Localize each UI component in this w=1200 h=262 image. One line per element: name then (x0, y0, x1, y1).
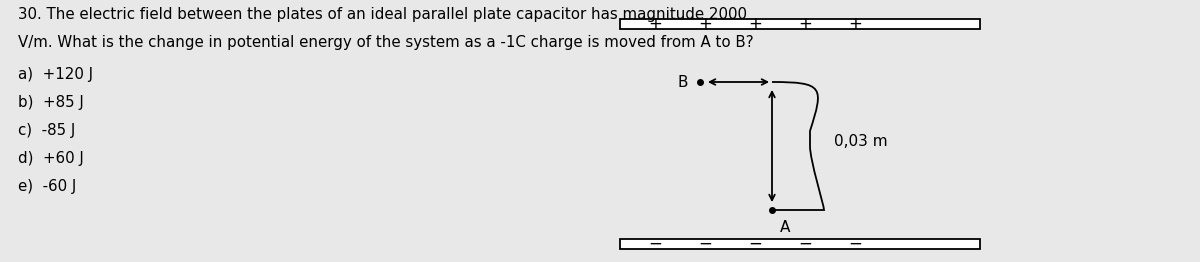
Text: B: B (678, 74, 688, 90)
Text: A: A (780, 220, 791, 235)
Bar (620, 239, 980, 249)
Text: +: + (798, 15, 812, 33)
Text: 0,03 m: 0,03 m (834, 134, 888, 149)
Text: c)  -85 J: c) -85 J (18, 123, 76, 138)
Text: −: − (648, 235, 662, 253)
Text: V/m. What is the change in potential energy of the system as a -1C charge is mov: V/m. What is the change in potential ene… (18, 35, 754, 50)
Text: 30. The electric field between the plates of an ideal parallel plate capacitor h: 30. The electric field between the plate… (18, 7, 746, 22)
Text: e)  -60 J: e) -60 J (18, 179, 77, 194)
Text: +: + (648, 15, 662, 33)
Text: +: + (748, 15, 762, 33)
Text: a)  +120 J: a) +120 J (18, 67, 94, 82)
Text: +: + (848, 15, 862, 33)
Text: −: − (698, 235, 712, 253)
Text: +: + (698, 15, 712, 33)
Text: −: − (848, 235, 862, 253)
Text: −: − (748, 235, 762, 253)
Bar (620, 19, 980, 29)
Text: −: − (798, 235, 812, 253)
Text: b)  +85 J: b) +85 J (18, 95, 84, 110)
Text: d)  +60 J: d) +60 J (18, 151, 84, 166)
